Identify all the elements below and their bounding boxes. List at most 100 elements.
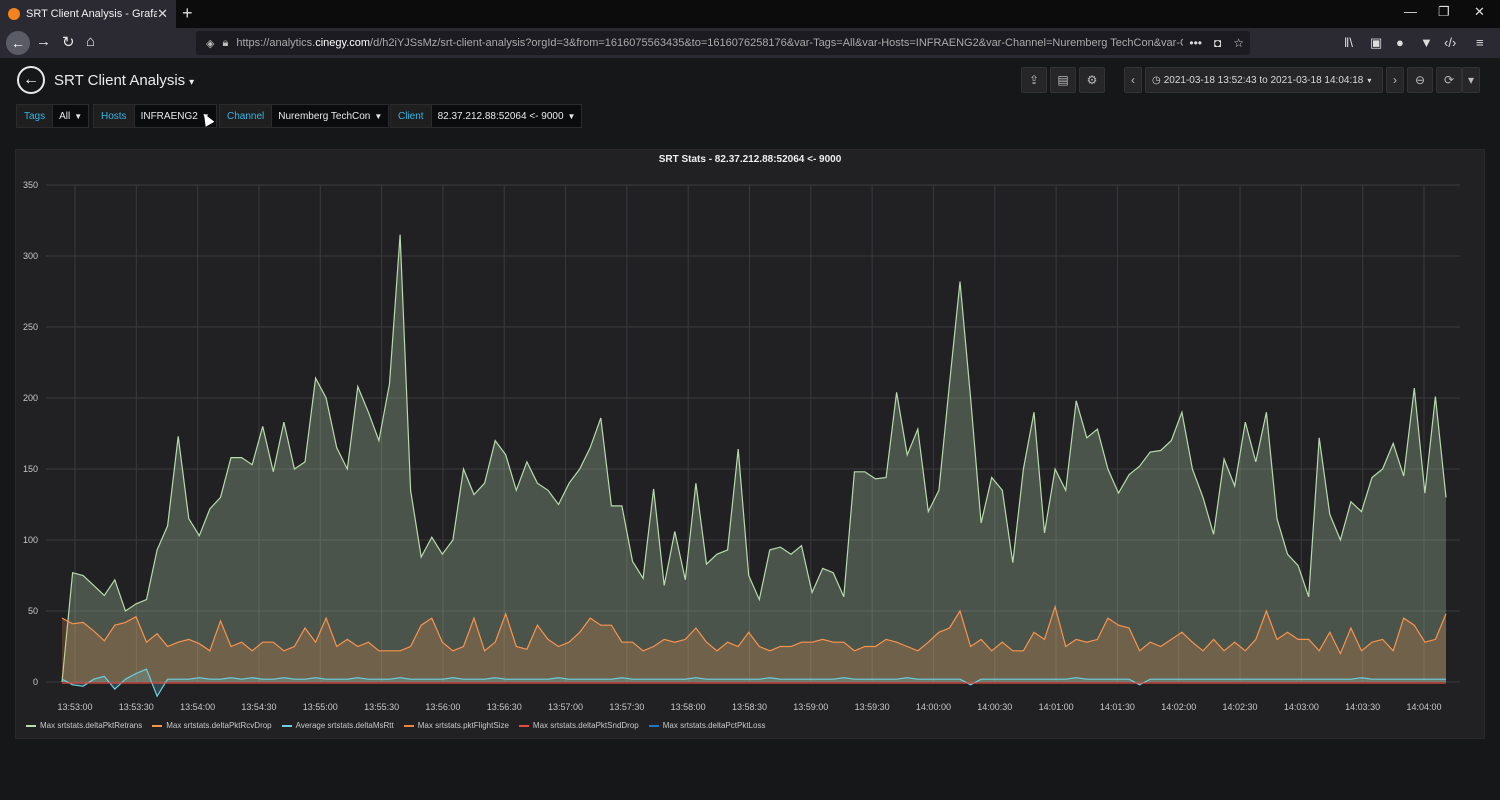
browser-forward-icon[interactable]: → [36, 33, 51, 50]
x-tick-label: 13:56:30 [487, 702, 522, 712]
y-tick-label: 150 [23, 464, 38, 474]
legend-item[interactable]: Max srtstats.deltaPctPktLoss [648, 721, 766, 730]
x-tick-label: 14:02:00 [1161, 702, 1196, 712]
close-window-icon[interactable]: ✕ [1474, 4, 1485, 19]
refresh-icon[interactable]: ⟳ [1436, 67, 1462, 93]
var-hosts[interactable]: Hosts INFRAENG2 ▼ [93, 104, 217, 128]
var-hosts-select[interactable]: INFRAENG2 ▼ [134, 104, 217, 128]
shield-icon: ◈ [206, 37, 215, 50]
x-tick-label: 13:58:30 [732, 702, 767, 712]
chevron-down-icon: ▾ [1367, 75, 1372, 85]
lock-icon: 🔒︎ [222, 36, 229, 49]
series-line [61, 234, 1447, 683]
y-tick-label: 0 [33, 677, 38, 687]
var-client-label: Client [390, 104, 432, 128]
x-tick-label: 13:58:00 [671, 702, 706, 712]
browser-tab[interactable]: SRT Client Analysis - Grafana ✕ [0, 0, 176, 28]
browser-navbar: ← → ↻ ⌂ ◈ 🔒︎ https://analytics.cinegy.co… [0, 28, 1500, 58]
new-tab-icon[interactable]: + [182, 3, 193, 23]
legend-swatch [518, 724, 529, 727]
x-tick-label: 13:57:30 [609, 702, 644, 712]
tab-title: SRT Client Analysis - Grafana [26, 8, 158, 20]
close-tab-icon[interactable]: ✕ [157, 6, 168, 21]
browser-back-icon[interactable]: ← [6, 31, 30, 55]
legend-swatch [26, 724, 36, 727]
address-bar[interactable]: ◈ 🔒︎ https://analytics.cinegy.com/d/h2iY… [196, 31, 1250, 55]
var-tags-select[interactable]: All ▼ [53, 104, 90, 128]
legend-label: Max srtstats.pktFlightSize [417, 721, 509, 730]
x-tick-label: 13:56:00 [425, 702, 460, 712]
x-tick-label: 13:54:00 [180, 702, 215, 712]
x-tick-label: 13:54:30 [241, 702, 276, 712]
pocket-icon[interactable]: ◘ [1213, 36, 1222, 50]
var-client-select[interactable]: 82.37.212.88:52064 <- 9000 ▼ [431, 104, 583, 128]
sidebar-icon[interactable]: ▣ [1370, 35, 1383, 50]
x-tick-label: 14:00:30 [977, 702, 1012, 712]
legend-item[interactable]: Max srtstats.deltaPktRetrans [26, 721, 142, 730]
x-tick-label: 14:02:30 [1223, 702, 1258, 712]
x-tick-label: 14:03:30 [1345, 702, 1380, 712]
var-client[interactable]: Client 82.37.212.88:52064 <- 9000 ▼ [390, 104, 583, 128]
library-icon[interactable]: ‖\ [1344, 35, 1353, 50]
legend-swatch [281, 724, 292, 727]
x-tick-label: 13:57:00 [548, 702, 583, 712]
devtools-icon[interactable]: ‹/› [1444, 35, 1457, 50]
legend-label: Max srtstats.deltaPctPktLoss [662, 721, 766, 730]
y-tick-label: 50 [28, 606, 38, 616]
x-tick-label: 14:03:00 [1284, 702, 1319, 712]
legend-item[interactable]: Average srtstats.deltaMsRtt [281, 721, 394, 730]
share-icon[interactable]: ⇪ [1021, 67, 1047, 93]
refresh-interval-icon[interactable]: ▾ [1462, 67, 1480, 93]
var-tags-label: Tags [16, 104, 54, 128]
legend-item[interactable]: Max srtstats.pktFlightSize [403, 721, 509, 730]
account-icon[interactable]: ● [1396, 35, 1404, 50]
x-tick-label: 13:53:00 [57, 702, 92, 712]
grafana-favicon-icon [8, 8, 20, 20]
time-back-icon[interactable]: ‹ [1124, 67, 1142, 93]
clock-icon: ◷ [1152, 74, 1161, 86]
home-icon[interactable]: ⌂ [86, 33, 96, 50]
legend-swatch [648, 724, 659, 727]
y-tick-label: 100 [23, 535, 38, 545]
x-tick-label: 14:01:30 [1100, 702, 1135, 712]
dashboard-title[interactable]: SRT Client Analysis ▾ [54, 72, 195, 89]
minimize-icon[interactable]: — [1404, 4, 1417, 19]
series-area [62, 234, 1446, 682]
url-text: https://analytics.cinegy.com/d/h2iYJSsMz… [236, 37, 1184, 49]
menu-icon[interactable]: ≡ [1476, 35, 1484, 50]
var-tags[interactable]: Tags All ▼ [16, 104, 90, 128]
var-channel[interactable]: Channel Nuremberg TechCon ▼ [219, 104, 390, 128]
save-icon[interactable]: ▤ [1050, 67, 1076, 93]
legend-item[interactable]: Max srtstats.deltaPktSndDrop [518, 721, 639, 730]
legend-label: Max srtstats.deltaPktRetrans [40, 721, 143, 730]
x-tick-label: 13:55:30 [364, 702, 399, 712]
y-tick-label: 250 [23, 322, 38, 332]
x-tick-label: 14:01:00 [1039, 702, 1074, 712]
x-tick-label: 13:53:30 [119, 702, 154, 712]
page-actions-icon[interactable]: ••• [1189, 36, 1202, 50]
x-tick-label: 14:04:00 [1406, 702, 1441, 712]
series-line [61, 604, 1447, 656]
y-tick-label: 300 [23, 251, 38, 261]
zoom-out-icon[interactable]: ⊖ [1407, 67, 1433, 93]
series-line [61, 668, 1446, 698]
y-tick-label: 200 [23, 393, 38, 403]
dashboard-back-icon[interactable]: ← [17, 66, 45, 94]
settings-gear-icon[interactable]: ⚙ [1079, 67, 1105, 93]
legend-item[interactable]: Max srtstats.deltaPktRcvDrop [152, 721, 272, 730]
time-forward-icon[interactable]: › [1386, 67, 1404, 93]
maximize-icon[interactable]: ❐ [1438, 4, 1450, 19]
x-tick-label: 14:00:00 [916, 702, 951, 712]
y-tick-label: 350 [23, 180, 38, 190]
time-range-picker[interactable]: ◷ 2021-03-18 13:52:43 to 2021-03-18 14:0… [1145, 67, 1383, 93]
var-channel-select[interactable]: Nuremberg TechCon ▼ [272, 104, 390, 128]
x-tick-label: 13:59:00 [793, 702, 828, 712]
reload-icon[interactable]: ↻ [62, 34, 75, 51]
chart-legend: Max srtstats.deltaPktRetrans Max srtstats… [26, 721, 775, 730]
panel-title[interactable]: SRT Stats - 82.37.212.88:52064 <- 9000 [658, 154, 842, 165]
bookmark-star-icon[interactable]: ☆ [1233, 36, 1244, 50]
series-area [62, 606, 1446, 682]
var-channel-label: Channel [219, 104, 273, 128]
legend-swatch [403, 724, 414, 727]
extension-icon[interactable]: ▼ [1420, 35, 1433, 50]
